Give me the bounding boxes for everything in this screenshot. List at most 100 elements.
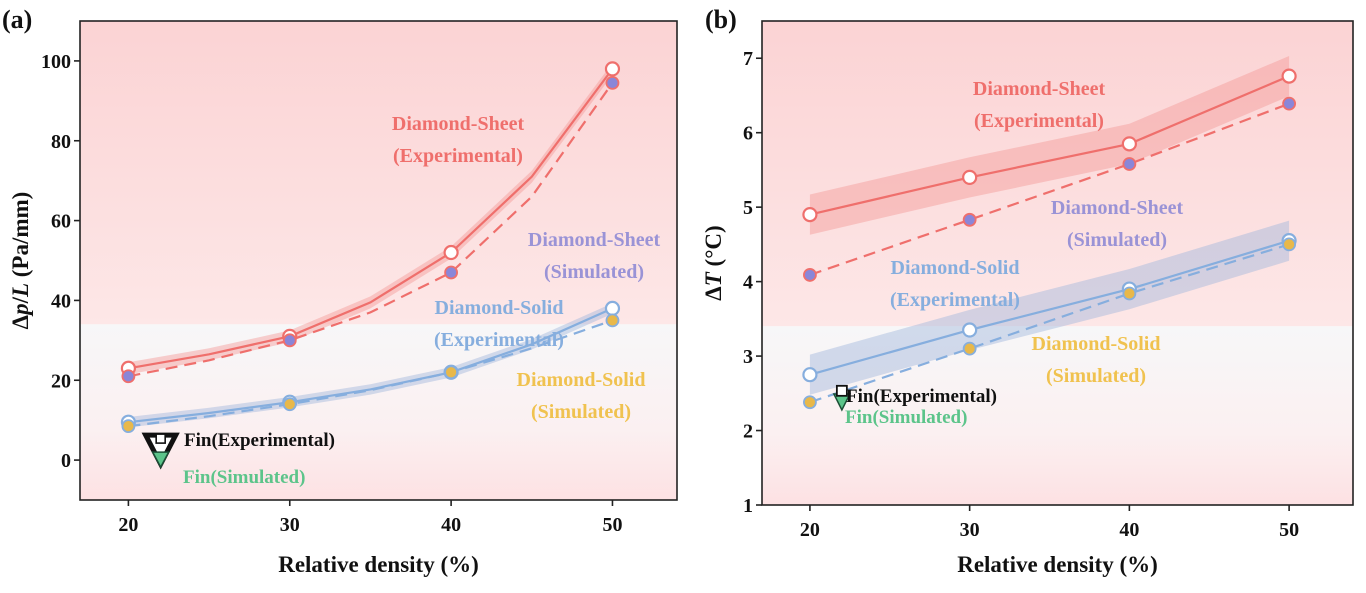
chart-a: 20 30 40 50 0 20 40 60 80 100 Relative density (%)… <box>2 5 678 577</box>
series-1-label: (Simulated) <box>544 261 644 283</box>
y-tick-label: 80 <box>51 131 71 153</box>
series-1-point <box>605 75 620 90</box>
series-3-line <box>128 319 613 428</box>
series-0-label: Diamond-Sheet <box>973 78 1106 100</box>
x-tick-label: 50 <box>602 514 622 536</box>
series-3-point <box>962 341 977 356</box>
series-1-label: Diamond-Sheet <box>1051 197 1184 219</box>
x-tick-label: 40 <box>441 514 461 536</box>
series-1-line <box>809 102 1290 276</box>
x-axis-label: Relative density (%) <box>278 552 479 577</box>
series-2-band <box>809 220 1290 395</box>
series-3-label: (Simulated) <box>1046 365 1146 387</box>
series-1-line <box>128 82 614 378</box>
y-tick-label: 100 <box>41 51 71 73</box>
series-2-label: (Experimental) <box>434 329 564 351</box>
y-axis-label-part: Δ <box>701 286 726 301</box>
y-axis-label-part: T <box>701 271 726 286</box>
series-1-point <box>282 333 297 348</box>
series-2-line <box>809 239 1290 376</box>
y-axis-label: Δp/L (Pa/mm) <box>8 192 33 330</box>
series-1-label: Diamond-Sheet <box>528 229 661 251</box>
fin-simulated-label: Fin(Simulated) <box>183 467 305 488</box>
y-axis-label-part: / <box>8 296 33 304</box>
chart-b-svg: 20 30 40 50 1 2 3 4 5 6 7 Relative density (%) ΔT (°… <box>701 5 1354 577</box>
bg-lower <box>762 326 1353 505</box>
y-tick-label: 4 <box>743 272 753 294</box>
chart-a-svg: 20 30 40 50 0 20 40 60 80 100 Relative density (%)… <box>2 5 678 577</box>
series-3-point <box>121 419 136 434</box>
series-2-point <box>802 367 818 383</box>
x-tick-label: 20 <box>118 514 138 536</box>
y-axis-label-part: (Pa/mm) <box>8 192 33 283</box>
bg-upper <box>762 21 1353 327</box>
series-2-label: Diamond-Solid <box>891 257 1020 279</box>
y-axis-label-part: (°C) <box>701 225 726 272</box>
series-0-point <box>802 207 818 223</box>
fin-simulated-marker <box>151 451 170 469</box>
y-tick-label: 40 <box>51 290 71 312</box>
x-tick-label: 30 <box>280 514 300 536</box>
x-axis-label: Relative density (%) <box>957 552 1158 577</box>
series-2-line <box>128 307 613 424</box>
bg-upper <box>80 21 677 325</box>
series-2-point <box>962 322 978 338</box>
series-3-point <box>605 313 620 328</box>
y-tick-label: 0 <box>61 450 71 472</box>
series-0-point <box>1121 136 1137 152</box>
x-tick-label: 50 <box>1279 519 1299 541</box>
series-3-point <box>444 365 459 380</box>
series-1-point <box>803 268 817 282</box>
fin-experimental-label: Fin(Experimental) <box>184 430 335 451</box>
y-axis-label-part: p <box>8 303 33 317</box>
fin-experimental-label: Fin(Experimental) <box>846 386 997 407</box>
plot-frame <box>79 20 678 501</box>
y-tick-label: 20 <box>51 370 71 392</box>
series-2-label: (Experimental) <box>890 289 1020 311</box>
y-tick-label: 5 <box>743 197 753 219</box>
x-tick-label: 20 <box>800 519 820 541</box>
series-0-point <box>1281 68 1297 84</box>
series-0-point <box>604 61 621 77</box>
chart-b: 20 30 40 50 1 2 3 4 5 6 7 Relative density (%) ΔT (°… <box>683 0 1366 593</box>
series-3-point <box>1122 286 1137 301</box>
fin-experimental-marker <box>835 384 848 397</box>
y-tick-label: 3 <box>743 346 753 368</box>
series-3-point <box>803 395 817 410</box>
series-1-point <box>444 265 459 280</box>
series-0-line <box>809 75 1290 216</box>
fin-experimental-square <box>155 433 166 444</box>
y-tick-label: 60 <box>51 211 71 233</box>
x-tick-label: 30 <box>960 519 980 541</box>
series-2-band <box>128 303 613 428</box>
series-0-point <box>962 169 978 185</box>
panel-tag: (b) <box>705 5 737 34</box>
series-3-label: Diamond-Solid <box>517 369 646 391</box>
y-tick-label: 6 <box>743 123 753 145</box>
series-2-label: Diamond-Solid <box>435 297 564 319</box>
series-0-label: (Experimental) <box>974 110 1104 132</box>
y-axis-label: ΔT (°C) <box>701 225 726 300</box>
series-0-label: (Experimental) <box>393 145 523 167</box>
series-3-label: (Simulated) <box>531 401 631 423</box>
plot-frame <box>761 20 1354 506</box>
series-0-point <box>443 244 459 261</box>
y-tick-label: 1 <box>743 495 753 517</box>
y-tick-label: 2 <box>743 421 753 443</box>
series-3-point <box>282 397 297 412</box>
series-1-point <box>1282 96 1297 111</box>
series-1-label: (Simulated) <box>1067 229 1167 251</box>
y-axis-label-part: Δ <box>8 314 33 329</box>
series-0-line <box>128 68 614 370</box>
series-3-label: Diamond-Solid <box>1032 333 1161 355</box>
series-0-label: Diamond-Sheet <box>392 113 525 135</box>
series-3-line <box>809 243 1290 404</box>
series-1-point <box>962 212 977 227</box>
x-tick-label: 40 <box>1119 519 1139 541</box>
series-1-point <box>121 369 136 384</box>
series-3-point <box>1282 237 1297 252</box>
y-tick-label: 7 <box>743 48 753 70</box>
series-0-band <box>809 56 1290 235</box>
series-2-point <box>604 300 621 316</box>
panel-tag: (a) <box>2 5 32 34</box>
